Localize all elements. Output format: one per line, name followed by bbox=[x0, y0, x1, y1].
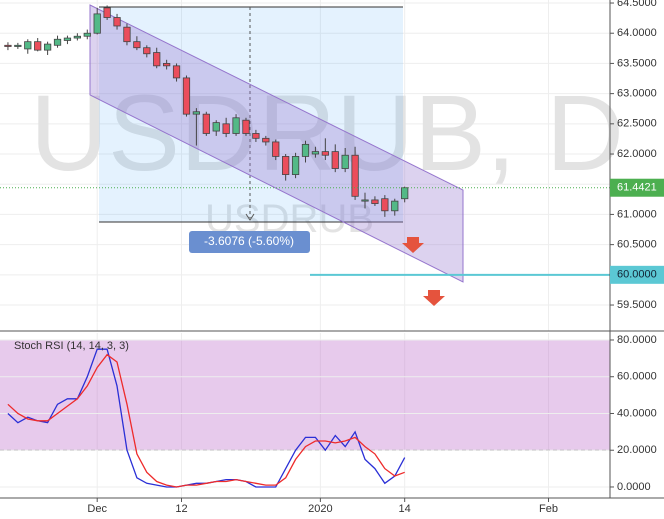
candle-body bbox=[163, 63, 171, 67]
candle-body bbox=[153, 52, 161, 67]
y-tick-label: 60.5000 bbox=[617, 239, 657, 251]
candle-body bbox=[113, 17, 121, 27]
candle-body bbox=[83, 32, 91, 37]
candle-body bbox=[103, 7, 111, 18]
label-layer: Dec 12 2020 14 Feb 64.5000 64.0000 63.5000 63.00… bbox=[87, 0, 664, 515]
y-tick-label: 20.0000 bbox=[617, 444, 657, 456]
y-tick-label: 80.0000 bbox=[617, 334, 657, 346]
x-tick-label: 14 bbox=[399, 503, 411, 515]
candle-body bbox=[331, 151, 339, 169]
y-tick-label: 63.0000 bbox=[617, 88, 657, 100]
y-tick-label: 59.5000 bbox=[617, 299, 657, 311]
candle-body bbox=[361, 199, 369, 202]
candle-body bbox=[291, 156, 300, 175]
candle-body bbox=[341, 154, 349, 169]
last-price-label: 61.4421 bbox=[617, 182, 657, 194]
candle-body bbox=[371, 199, 379, 204]
arrow-down bbox=[402, 237, 424, 253]
mark-layer bbox=[0, 5, 610, 488]
candle-body bbox=[24, 41, 32, 50]
candle-body bbox=[351, 154, 359, 197]
candle-body bbox=[202, 113, 210, 134]
candle-body bbox=[182, 77, 191, 115]
candle-body bbox=[14, 44, 22, 47]
measure-arrow-head bbox=[245, 213, 255, 221]
candle-body bbox=[93, 13, 101, 34]
hline-label-box bbox=[610, 265, 664, 284]
candle-body bbox=[252, 133, 260, 139]
y-tick-label: 64.5000 bbox=[617, 0, 657, 9]
candle-body bbox=[381, 198, 389, 212]
candle-body bbox=[123, 26, 131, 43]
x-tick-label: Feb bbox=[539, 503, 558, 515]
candle-body bbox=[192, 111, 201, 115]
watermark: USDRUB, D bbox=[30, 72, 624, 193]
candle-body bbox=[301, 143, 310, 157]
candle-body bbox=[262, 137, 270, 143]
candle-body bbox=[232, 117, 240, 134]
candle-body bbox=[242, 119, 250, 134]
measure-label: -3.6076 (-5.60%) bbox=[204, 234, 294, 248]
candle-body bbox=[172, 65, 181, 79]
y-tick-label: 40.0000 bbox=[617, 407, 657, 419]
candle-body bbox=[222, 123, 230, 134]
candle-body bbox=[401, 187, 409, 200]
candle-body bbox=[34, 41, 42, 51]
indicator-line bbox=[7, 353, 405, 488]
indicator-band bbox=[0, 339, 610, 451]
x-tick-label: 12 bbox=[175, 503, 187, 515]
y-tick-label: 61.0000 bbox=[617, 208, 657, 220]
candle-body bbox=[282, 156, 290, 175]
candle-body bbox=[212, 122, 220, 132]
candle-body bbox=[73, 35, 81, 39]
y-tick-label: 62.0000 bbox=[617, 148, 657, 160]
candle-body bbox=[311, 151, 320, 155]
y-tick-label: 0.0000 bbox=[617, 481, 651, 493]
candle-body bbox=[53, 38, 62, 46]
y-tick-label: 63.5000 bbox=[617, 57, 657, 69]
hline-label: 60.0000 bbox=[617, 269, 657, 281]
candle-body bbox=[321, 151, 329, 156]
x-tick-label: 2020 bbox=[308, 503, 332, 515]
x-tick-label: Dec bbox=[87, 503, 107, 515]
candle-body bbox=[272, 141, 280, 157]
measure-label-box bbox=[189, 231, 310, 253]
candle-body bbox=[133, 41, 141, 49]
last-price-box bbox=[610, 178, 664, 197]
y-tick-label: 60.0000 bbox=[617, 371, 657, 383]
indicator-title: Stoch RSI (14, 14, 3, 3) bbox=[14, 340, 129, 352]
candle-body bbox=[143, 47, 151, 55]
candle-body bbox=[4, 44, 12, 47]
y-tick-label: 64.0000 bbox=[617, 27, 657, 39]
candle-body bbox=[43, 43, 52, 51]
arrow-down bbox=[423, 290, 445, 306]
y-tick-label: 62.5000 bbox=[617, 118, 657, 130]
candle-body bbox=[391, 200, 399, 212]
candle-body bbox=[63, 37, 72, 41]
